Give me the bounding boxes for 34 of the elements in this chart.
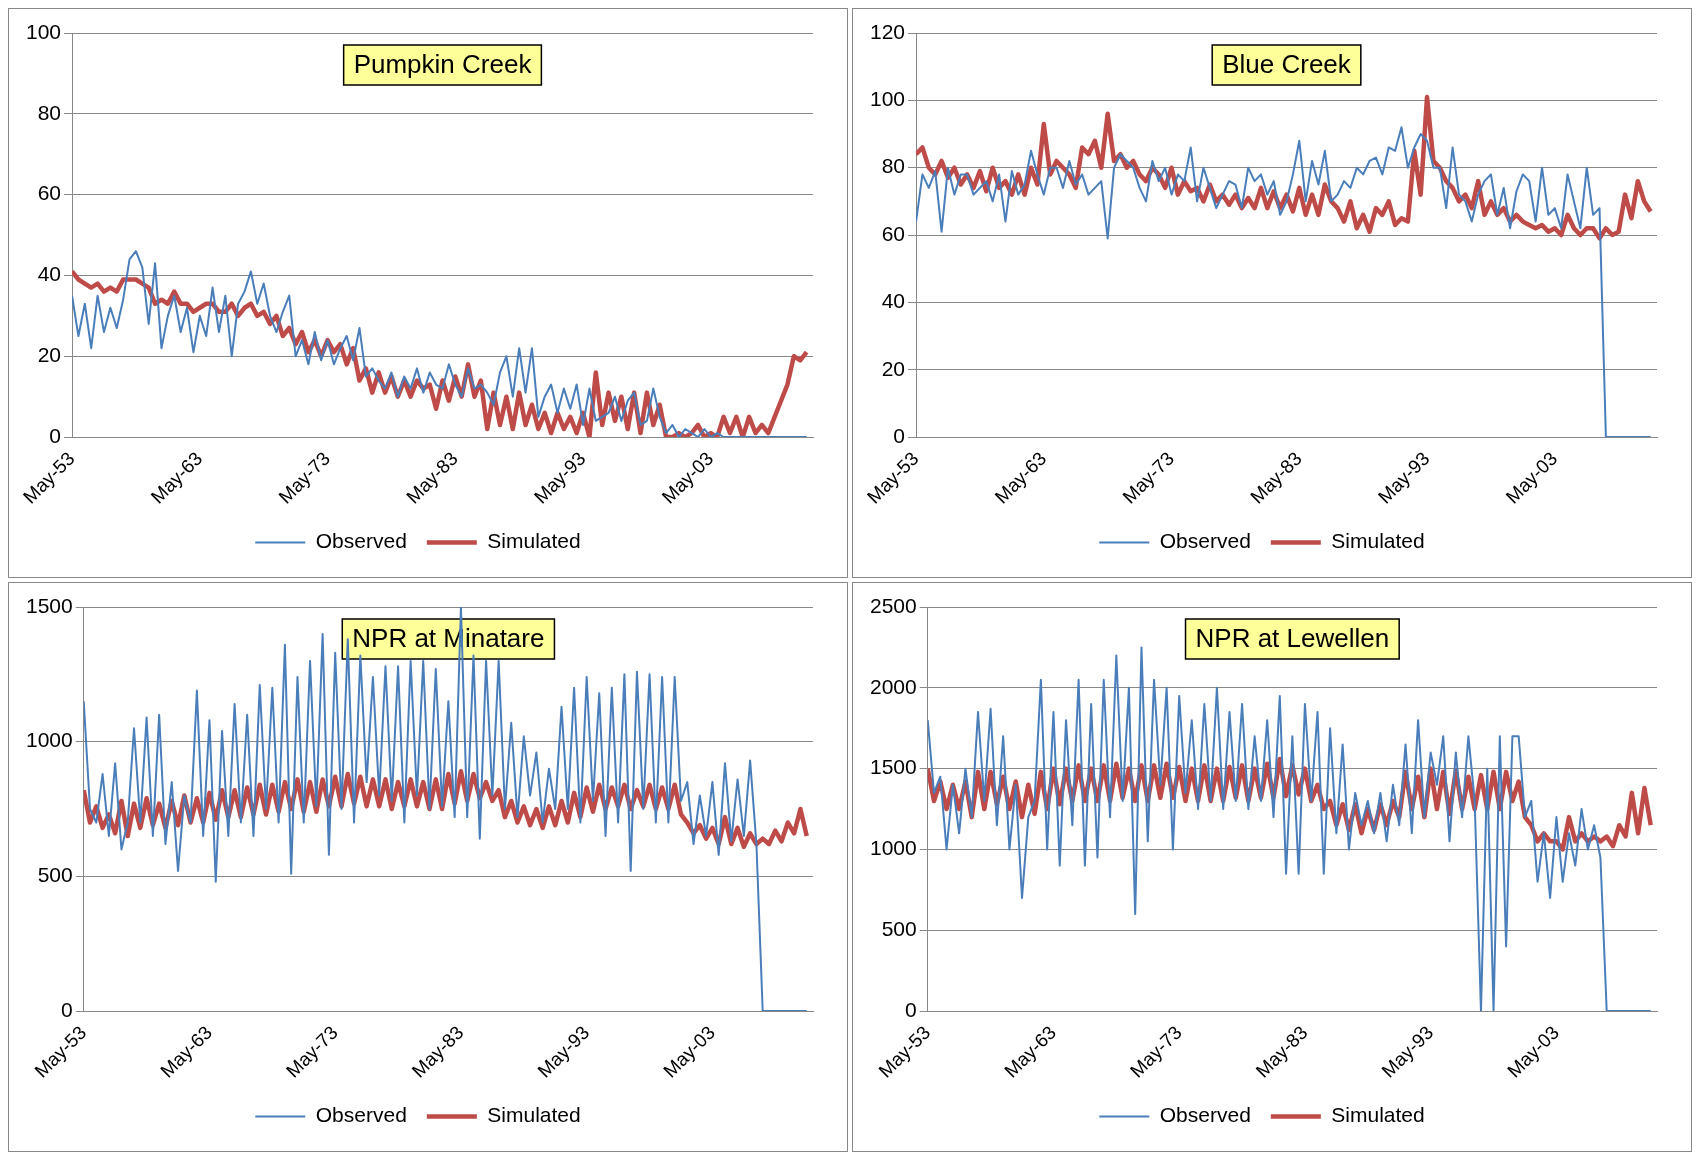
legend-label: Simulated <box>487 529 581 553</box>
y-tick-label: 500 <box>881 917 917 941</box>
y-tick-label: 2000 <box>870 674 917 698</box>
y-tick-label: 1000 <box>870 836 917 860</box>
y-tick-label: 60 <box>37 181 62 205</box>
y-tick-label: 0 <box>905 997 917 1021</box>
y-tick-label: 100 <box>869 87 906 111</box>
y-tick-label: 100 <box>25 19 62 43</box>
legend-label: Simulated <box>1331 1103 1425 1127</box>
y-tick-label: 2500 <box>870 593 917 617</box>
legend-label: Observed <box>1159 529 1251 553</box>
legend-label: Observed <box>315 1103 407 1127</box>
y-tick-label: 60 <box>881 221 906 245</box>
text: Pumpkin Creek <box>353 49 533 80</box>
y-tick-label: 1500 <box>26 593 73 617</box>
y-tick-label: 0 <box>49 423 62 447</box>
y-tick-label: 500 <box>37 863 73 887</box>
y-tick-label: 0 <box>893 423 906 447</box>
y-tick-label: 1500 <box>870 755 917 779</box>
y-tick-label: 120 <box>869 19 906 43</box>
y-tick-label: 1000 <box>26 728 73 752</box>
legend-label: Simulated <box>487 1103 581 1127</box>
legend-label: Observed <box>315 529 407 553</box>
y-tick-label: 80 <box>881 154 906 178</box>
y-tick-label: 40 <box>37 262 62 286</box>
y-tick-label: 0 <box>61 997 73 1021</box>
text: Blue Creek <box>1222 49 1352 80</box>
legend-label: Observed <box>1159 1103 1251 1127</box>
y-tick-label: 80 <box>37 100 62 124</box>
legend-label: Simulated <box>1331 529 1425 553</box>
text: NPR at Lewellen <box>1195 623 1390 654</box>
y-tick-label: 40 <box>881 289 906 313</box>
y-tick-label: 20 <box>881 356 906 380</box>
y-tick-label: 20 <box>37 343 62 367</box>
